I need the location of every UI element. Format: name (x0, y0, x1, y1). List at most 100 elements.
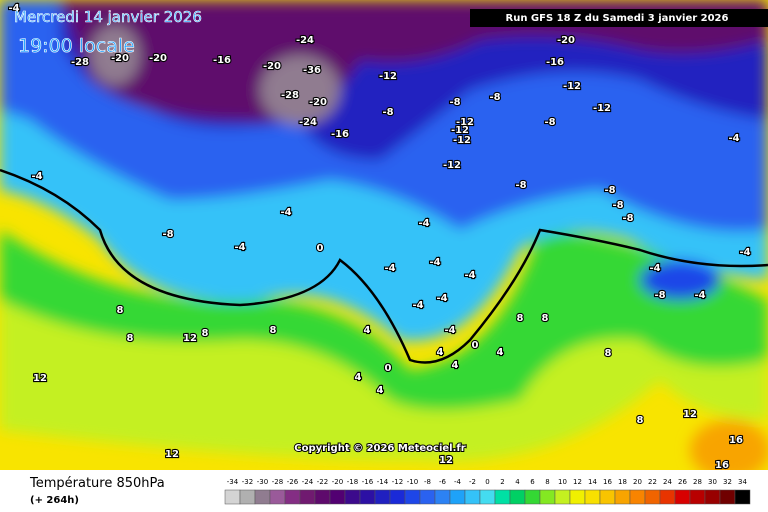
legend-tick-label: -32 (242, 478, 253, 486)
contour-label: -12 (456, 117, 474, 128)
legend-swatch (629, 489, 646, 505)
contour-label: -16 (331, 129, 349, 140)
footer-title: Température 850hPa (29, 476, 165, 491)
legend-swatch (614, 489, 631, 505)
legend: -34 -32 -30 -28 -26 -24 -22 -20 -18 -16 -14 -12 -10-… (224, 478, 751, 505)
contour-label: 16 (715, 460, 729, 471)
contour-label: -4 (728, 133, 739, 144)
legend-swatch (299, 489, 316, 505)
contour-label: 8 (637, 415, 644, 426)
legend-tick-label: 28 (693, 478, 702, 486)
legend-swatch (644, 489, 661, 505)
legend-swatch (704, 489, 721, 505)
legend-swatch (479, 489, 496, 505)
contour-labels: -4 -28 -20 -20 -16 -24 -20 -36 -28 -20 -24 -16 -12 -8… (7, 2, 751, 472)
contour-label: -12 (451, 125, 469, 136)
legend-tick-label: 8 (545, 478, 549, 486)
contour-label: -8 (382, 107, 393, 118)
contour-label: -4 (280, 207, 291, 218)
contour-label: 8 (542, 313, 549, 324)
legend-tick-label: 2 (500, 478, 504, 486)
contour-label: -4 (384, 263, 395, 274)
contour-label: 8 (117, 305, 124, 316)
contour-label: -12 (379, 71, 397, 82)
legend-swatch (719, 489, 736, 505)
contour-label: -4 (31, 171, 42, 182)
date: Mercredi 14 janvier 2026 (14, 8, 202, 26)
legend-tick-label: -28 (272, 478, 283, 486)
legend-tick-label: -8 (424, 478, 431, 486)
legend-swatch (314, 489, 331, 505)
legend-tick-label: -16 (362, 478, 374, 486)
legend-tick-label: 24 (663, 478, 672, 486)
legend-tick-label: -18 (347, 478, 358, 486)
legend-swatch (689, 489, 706, 505)
legend-tick-label: 32 (723, 478, 732, 486)
legend-swatch (269, 489, 286, 505)
legend-tick-label: 22 (648, 478, 657, 486)
legend-tick-label: 16 (603, 478, 612, 486)
contour-label: -24 (296, 35, 314, 46)
contour-label: 4 (355, 372, 362, 383)
legend-tick-label: 34 (738, 478, 747, 486)
contour-label: -8 (544, 117, 555, 128)
contour-label: -12 (443, 160, 461, 171)
legend-swatch (284, 489, 301, 505)
legend-tick-label: -34 (227, 478, 239, 486)
legend-swatch (524, 489, 541, 505)
legend-tick-label: 20 (633, 478, 642, 486)
legend-tick-label: 12 (573, 478, 582, 486)
legend-swatch (584, 489, 601, 505)
legend-swatch (674, 489, 691, 505)
legend-tick-label: -30 (257, 478, 268, 486)
legend-tick-label: 6 (530, 478, 535, 486)
contour-label: -4 (8, 3, 19, 14)
contour-label: -36 (303, 65, 321, 76)
legend-tick-label: -26 (287, 478, 299, 486)
contour-label: -4 (444, 325, 455, 336)
legend-swatch (569, 489, 586, 505)
legend-swatch (734, 489, 751, 505)
legend-swatch (374, 489, 391, 505)
contour-label: 12 (165, 449, 179, 460)
contour-label: -20 (557, 35, 575, 46)
contour-label: -8 (449, 97, 460, 108)
legend-tick-label: -20 (332, 478, 343, 486)
contour-label: -16 (213, 55, 231, 66)
contour-label: 0 (472, 340, 479, 351)
contour-label: -4 (649, 263, 660, 274)
contour-label: 4 (497, 347, 504, 358)
legend-swatch (509, 489, 526, 505)
legend-tick-label: 30 (708, 478, 717, 486)
temperature-field (0, 0, 768, 480)
contour-label: -28 (71, 57, 89, 68)
contour-label: -8 (654, 290, 665, 301)
legend-tick-label: 26 (678, 478, 687, 486)
contour-label: -12 (593, 103, 611, 114)
zero-isotherm (0, 168, 768, 364)
legend-swatch (449, 489, 466, 505)
contour-label: 4 (377, 385, 384, 396)
legend-tick-label: -10 (407, 478, 418, 486)
contour-label: -20 (111, 53, 129, 64)
legend-swatch (404, 489, 421, 505)
contour-label: 16 (729, 435, 743, 446)
contour-label: 12 (439, 455, 453, 466)
legend-swatch (659, 489, 676, 505)
copyright: Copyright © 2026 Meteociel.fr (294, 443, 465, 454)
contour-label: 8 (517, 313, 524, 324)
contour-label: -16 (546, 57, 564, 68)
footer-subtitle: (+ 264h) (30, 495, 79, 506)
legend-swatch (494, 489, 511, 505)
contour-label: 12 (683, 409, 697, 420)
legend-swatch (599, 489, 616, 505)
contour-label: 8 (202, 328, 209, 339)
legend-tick-label: -2 (469, 478, 476, 486)
contour-label: -4 (418, 218, 429, 229)
contour-label: -4 (436, 293, 447, 304)
contour-label: 0 (317, 243, 324, 254)
legend-tick-label: 4 (515, 478, 520, 486)
legend-swatch (254, 489, 271, 505)
run-banner (470, 9, 768, 27)
